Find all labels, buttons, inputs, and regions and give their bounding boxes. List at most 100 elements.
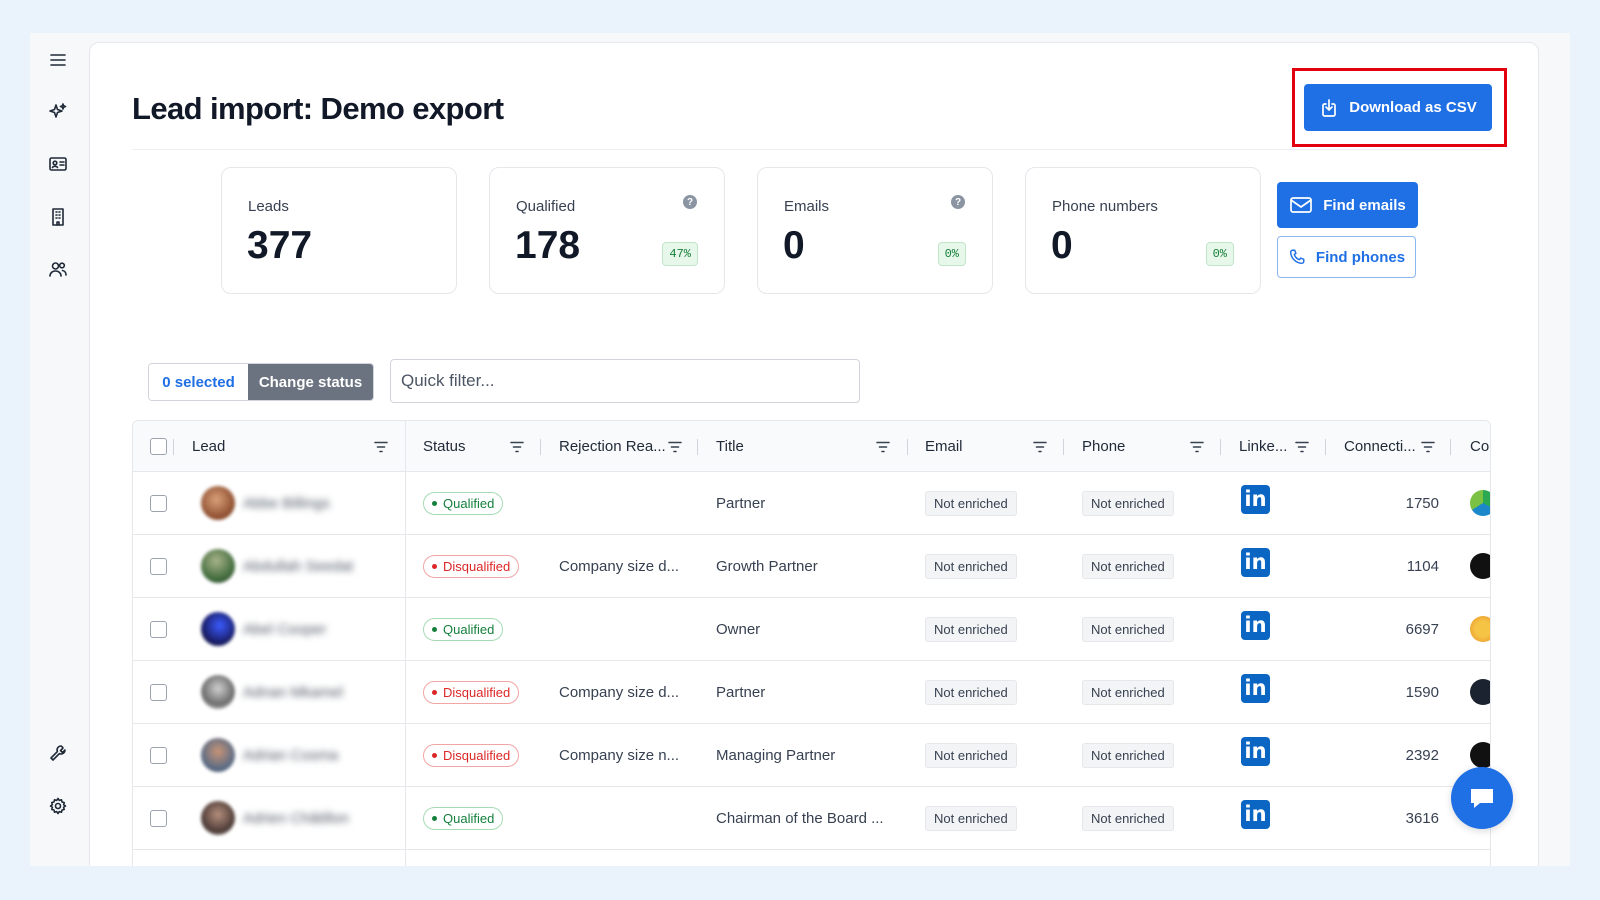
chat-widget-button[interactable]	[1451, 767, 1513, 829]
filter-icon[interactable]	[876, 440, 890, 453]
table-row[interactable]: Adrian Cosma Disqualified Company size n…	[133, 724, 1490, 787]
column-header-linkedin[interactable]: Linke...	[1239, 438, 1288, 455]
column-header-email[interactable]: Email	[925, 438, 963, 455]
phone-status: Not enriched	[1082, 679, 1174, 705]
lead-name[interactable]: Abdullah Seedat	[243, 557, 354, 575]
row-checkbox[interactable]	[150, 558, 167, 575]
phone-status: Not enriched	[1082, 742, 1174, 768]
status-badge: Qualified	[423, 806, 504, 830]
lead-name[interactable]: Abbe Billings	[243, 494, 330, 512]
header-separator	[173, 439, 174, 455]
status-badge: Disqualified	[423, 554, 520, 578]
row-checkbox[interactable]	[150, 495, 167, 512]
lead-name[interactable]: Adnan Mkamel	[243, 683, 344, 701]
phone-icon	[1289, 249, 1305, 265]
title-divider	[132, 149, 1492, 150]
menu-icon[interactable]	[47, 49, 69, 71]
column-header-connections[interactable]: Connecti...	[1344, 438, 1416, 455]
find-phones-label: Find phones	[1315, 248, 1406, 266]
job-title: Managing Partner	[716, 746, 836, 764]
lead-name[interactable]: Adrian Cosma	[243, 746, 339, 764]
company-logo[interactable]	[1470, 553, 1490, 579]
stat-value: 377	[247, 224, 313, 267]
column-header-lead[interactable]: Lead	[192, 438, 226, 455]
company-logo[interactable]	[1470, 490, 1490, 516]
quick-filter-input[interactable]	[390, 359, 860, 403]
pinned-column-separator	[405, 421, 406, 866]
filter-icon[interactable]	[374, 440, 388, 453]
chat-icon	[1471, 789, 1493, 808]
table-row[interactable]: Abbe Billings Qualified Partner Not enri…	[133, 472, 1490, 535]
users-icon[interactable]	[47, 258, 69, 280]
row-checkbox[interactable]	[150, 810, 167, 827]
column-header-phone[interactable]: Phone	[1082, 438, 1126, 455]
find-phones-button[interactable]: Find phones	[1277, 236, 1416, 278]
job-title: Chairman of the Board ...	[716, 809, 884, 827]
email-status: Not enriched	[925, 805, 1017, 831]
lead-name[interactable]: Adrien Châtillon	[243, 809, 349, 827]
settings-gear-icon[interactable]	[47, 795, 69, 817]
company-logo[interactable]	[1470, 616, 1490, 642]
column-header-status[interactable]: Status	[423, 438, 466, 455]
find-emails-label: Find emails	[1323, 196, 1406, 214]
linkedin-icon[interactable]: in	[1241, 484, 1270, 514]
select-all-checkbox[interactable]	[150, 438, 167, 455]
help-icon[interactable]: ?	[683, 195, 697, 209]
row-checkbox[interactable]	[150, 747, 167, 764]
column-header-company[interactable]: Co	[1470, 438, 1490, 455]
stat-label: Leads	[248, 198, 289, 215]
lead-name[interactable]: Abel Cooper	[243, 620, 327, 638]
company-logo[interactable]	[1470, 679, 1490, 705]
table-row[interactable]: Abel Cooper Qualified Owner Not enriched…	[133, 598, 1490, 661]
column-header-rejection-reason[interactable]: Rejection Rea...	[559, 438, 666, 455]
filter-icon[interactable]	[668, 440, 682, 453]
help-icon[interactable]: ?	[951, 195, 965, 209]
stat-value: 0	[783, 224, 805, 267]
job-title: Owner	[716, 620, 761, 638]
linkedin-icon[interactable]: in	[1241, 610, 1270, 640]
table-row[interactable]: Adrien Châtillon Qualified Chairman of t…	[133, 787, 1490, 850]
header-separator	[540, 439, 541, 455]
phone-status: Not enriched	[1082, 616, 1174, 642]
sparkles-icon[interactable]	[47, 101, 69, 123]
avatar	[201, 612, 235, 646]
linkedin-icon[interactable]: in	[1241, 673, 1270, 703]
phone-status: Not enriched	[1082, 553, 1174, 579]
stat-card-phone-numbers: Phone numbers 0 0%	[1025, 167, 1261, 294]
table-row[interactable]: Adnan Mkamel Disqualified Company size d…	[133, 661, 1490, 724]
leads-table: Lead Status Rejection Rea... Title Email…	[132, 420, 1491, 866]
email-status: Not enriched	[925, 553, 1017, 579]
filter-icon[interactable]	[1033, 440, 1047, 453]
download-csv-button[interactable]: Download as CSV	[1304, 84, 1492, 131]
filter-icon[interactable]	[510, 440, 524, 453]
header-separator	[907, 439, 908, 455]
row-checkbox[interactable]	[150, 684, 167, 701]
selection-control: 0 selected Change status	[148, 363, 374, 401]
filter-icon[interactable]	[1295, 440, 1309, 453]
linkedin-icon[interactable]: in	[1241, 547, 1270, 577]
filter-icon[interactable]	[1421, 440, 1435, 453]
avatar	[201, 486, 235, 520]
linkedin-icon[interactable]: in	[1241, 736, 1270, 766]
stat-label: Phone numbers	[1052, 198, 1158, 215]
avatar	[201, 738, 235, 772]
table-row[interactable]: Abdullah Seedat Disqualified Company siz…	[133, 535, 1490, 598]
connections-count: 1590	[1405, 683, 1439, 701]
page-title: Lead import: Demo export	[132, 91, 504, 126]
envelope-icon	[1290, 197, 1313, 213]
avatar	[201, 675, 235, 709]
linkedin-icon[interactable]: in	[1241, 799, 1270, 829]
company-logo[interactable]	[1470, 742, 1490, 768]
table-header: Lead Status Rejection Rea... Title Email…	[133, 421, 1490, 472]
filter-icon[interactable]	[1190, 440, 1204, 453]
column-header-title[interactable]: Title	[716, 438, 744, 455]
row-checkbox[interactable]	[150, 621, 167, 638]
building-icon[interactable]	[47, 206, 69, 228]
stat-label: Qualified	[516, 198, 576, 215]
status-badge: Disqualified	[423, 743, 520, 767]
contact-card-icon[interactable]	[47, 153, 69, 175]
change-status-button[interactable]: Change status	[248, 364, 373, 400]
find-emails-button[interactable]: Find emails	[1277, 182, 1418, 228]
wrench-icon[interactable]	[47, 742, 69, 764]
phone-status: Not enriched	[1082, 805, 1174, 831]
